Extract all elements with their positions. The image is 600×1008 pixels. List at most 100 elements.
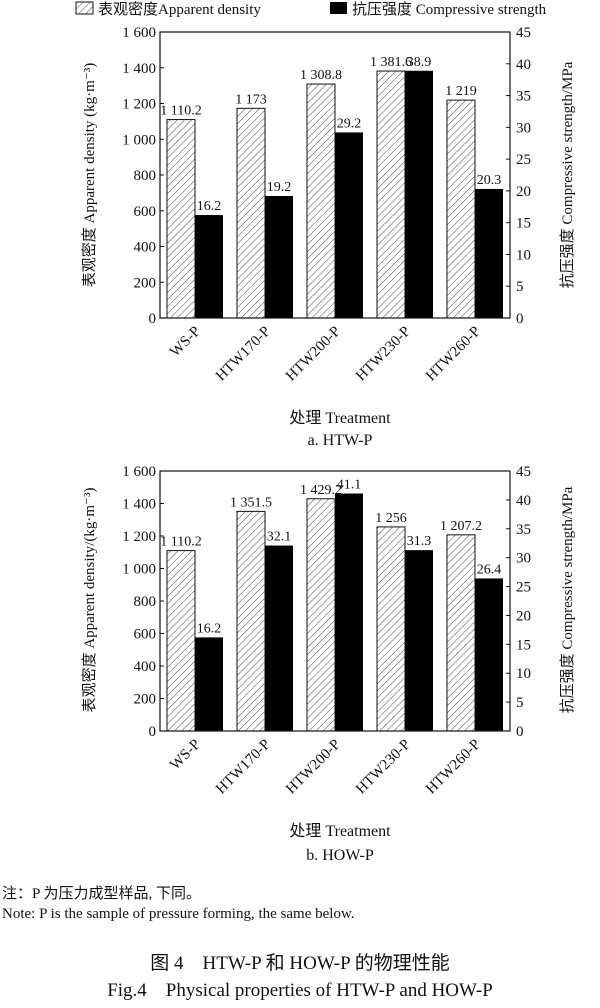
chart-b-xtick-label: WS-P xyxy=(167,737,204,774)
chart-a-ytick-right-label: 30 xyxy=(516,120,531,136)
chart-a-density-label: 1 381.6 xyxy=(370,55,412,70)
chart-b-strength-label: 32.1 xyxy=(267,530,292,545)
chart-b-xtick-label: HTW230-P xyxy=(353,737,414,798)
chart-a-xtick-label: HTW200-P xyxy=(283,324,344,385)
chart-a-ytick-right-label: 10 xyxy=(516,247,531,263)
chart-b-xtick-label: HTW200-P xyxy=(283,737,344,798)
chart-a-density-label: 1 308.8 xyxy=(300,68,342,83)
chart-b-ytick-left-label: 400 xyxy=(134,659,157,675)
figure-notes: 注：P 为压力成型样品, 下同。 Note: P is the sample o… xyxy=(2,884,355,924)
legend-swatch-strength xyxy=(330,2,347,14)
chart-a-xtick-label: HTW230-P xyxy=(353,324,414,385)
chart-a-ytick-right-label: 40 xyxy=(516,57,531,73)
chart-a-strength-bar xyxy=(475,188,503,318)
chart-a-ytick-right-label: 20 xyxy=(516,184,531,200)
figure-caption: 图 4 HTW-P 和 HOW-P 的物理性能 Fig.4 Physical p… xyxy=(0,950,600,1004)
caption-en: Fig.4 Physical properties of HTW-P and H… xyxy=(107,980,493,1001)
chart-b-ytick-right-label: 20 xyxy=(516,608,531,624)
chart-a-ytick-right-label: 15 xyxy=(516,216,531,232)
chart-a-density-bar xyxy=(376,70,406,319)
chart-a-ytick-right-label: 45 xyxy=(516,25,531,41)
chart-b-ytick-left-label: 0 xyxy=(149,724,157,740)
chart-b-ytick-right-label: 35 xyxy=(516,522,531,538)
chart-a-ytick-right-label: 0 xyxy=(516,311,524,327)
chart-a-ytick-left-label: 1 400 xyxy=(122,61,156,77)
chart-b-strength-bar xyxy=(475,578,503,731)
chart-a-xlabel: 处理 Treatment xyxy=(289,409,391,427)
chart-b-density-bar xyxy=(166,550,196,732)
chart-a-strength-label: 38.9 xyxy=(407,55,432,70)
chart-b-ytick-right-label: 5 xyxy=(516,695,524,711)
chart-b-ytick-left-label: 1 400 xyxy=(122,497,156,513)
figure-canvas: 表观密度Apparent density 抗压强度 Compressive st… xyxy=(75,1,576,864)
chart-b-strength-bar xyxy=(405,550,433,731)
chart-a-strength-bar xyxy=(335,132,363,318)
chart-a-strength-label: 19.2 xyxy=(267,180,292,195)
chart-b-ytick-right-label: 15 xyxy=(516,637,531,653)
legend-swatch-density xyxy=(75,1,94,15)
chart-a-xtick-label: HTW260-P xyxy=(423,324,484,385)
chart-b-density-bar xyxy=(446,534,476,732)
caption-zh: 图 4 HTW-P 和 HOW-P 的物理性能 xyxy=(150,953,450,974)
chart-a-density-bar xyxy=(166,119,196,319)
chart-a-ylabel-right: 抗压强度 Compressive strength/MPa xyxy=(559,61,576,288)
chart-a-density-label: 1 110.2 xyxy=(160,104,201,119)
chart-a-density-label: 1 173 xyxy=(235,92,267,107)
chart-a-subtitle: a. HTW-P xyxy=(308,432,373,449)
chart-b-ytick-right-label: 10 xyxy=(516,666,531,682)
chart-a-strength-bar xyxy=(195,215,223,318)
chart-b-ytick-right-label: 40 xyxy=(516,493,531,509)
chart-b-ytick-left-label: 600 xyxy=(134,627,157,643)
chart-a-ytick-left-label: 200 xyxy=(134,275,157,291)
chart-b-ytick-left-label: 1 200 xyxy=(122,529,156,545)
chart-a-density-bar xyxy=(236,107,266,319)
chart-b-ytick-right-label: 45 xyxy=(516,464,531,480)
chart-a-xtick-label: HTW170-P xyxy=(213,324,274,385)
chart-a-bars: 1 110.2 16.2 1 173 19.2 1 308.8 29.2 1 381.638… xyxy=(160,55,503,319)
chart-b-density-bar xyxy=(306,498,336,732)
chart-a-ytick-right-label: 25 xyxy=(516,152,531,168)
chart-a-density-bar xyxy=(446,99,476,319)
chart-a-ytick-left-label: 1 200 xyxy=(122,97,156,113)
chart-a-ytick-left-label: 1 000 xyxy=(122,132,156,148)
chart-a-strength-label: 16.2 xyxy=(197,199,222,214)
chart-a-ytick-right-label: 35 xyxy=(516,89,531,105)
chart-a-strength-bar xyxy=(405,70,433,318)
chart-b-ytick-right-label: 25 xyxy=(516,580,531,596)
chart-b-strength-label: 41.1 xyxy=(337,478,362,493)
note-zh: 注：P 为压力成型样品, 下同。 xyxy=(2,886,202,902)
chart-a-ytick-left-label: 800 xyxy=(134,168,157,184)
chart-a-density-bar xyxy=(306,83,336,319)
chart-b-density-bar xyxy=(236,510,266,732)
chart-b-ytick-right-label: 30 xyxy=(516,551,531,567)
chart-a-strength-bar xyxy=(265,195,293,318)
chart-a-density-label: 1 219 xyxy=(445,84,477,99)
chart-b-strength-bar xyxy=(335,493,363,731)
chart-a-ytick-left-label: 400 xyxy=(134,240,157,256)
chart-a-xtick-label: WS-P xyxy=(167,324,204,361)
chart-a-strength-label: 20.3 xyxy=(477,173,502,188)
chart-a-ytick-left-label: 600 xyxy=(134,204,157,220)
chart-a-strength-label: 29.2 xyxy=(337,116,362,131)
legend-label-strength: 抗压强度 Compressive strength xyxy=(352,1,547,18)
chart-b-strength-label: 31.3 xyxy=(407,534,432,549)
chart-b: 1 110.2 16.2 1 351.5 32.1 1 429.241.1 1 25631… xyxy=(81,464,576,864)
chart-b-strength-label: 16.2 xyxy=(197,621,222,636)
chart-b-strength-label: 26.4 xyxy=(477,562,502,577)
note-en: Note: P is the sample of pressure formin… xyxy=(2,906,355,922)
chart-b-ytick-left-label: 200 xyxy=(134,692,157,708)
chart-b-density-label: 1 351.5 xyxy=(230,495,272,510)
chart-a-ylabel-left: 表观密度 Apparent density (kg·m⁻³) xyxy=(81,63,98,287)
chart-b-density-label: 1 110.2 xyxy=(160,535,201,550)
chart-a-ytick-left-label: 0 xyxy=(149,311,157,327)
chart-b-density-label: 1 429.2 xyxy=(300,483,342,498)
chart-b-ylabel-right: 抗压强度 Compressive strength/MPa xyxy=(559,486,576,713)
chart-b-xlabel: 处理 Treatment xyxy=(289,822,391,840)
chart-b-subtitle: b. HOW-P xyxy=(306,847,374,864)
legend: 表观密度Apparent density 抗压强度 Compressive st… xyxy=(75,1,547,18)
chart-b-density-label: 1 256 xyxy=(375,511,407,526)
chart-b-ytick-right-label: 0 xyxy=(516,724,524,740)
chart-a: 1 110.2 16.2 1 173 19.2 1 308.8 29.2 1 381.638… xyxy=(81,25,576,449)
chart-a-ytick-left-label: 1 600 xyxy=(122,25,156,41)
chart-b-ylabel-left: 表观密度 Apparent density/(kg·m⁻³) xyxy=(81,488,98,713)
